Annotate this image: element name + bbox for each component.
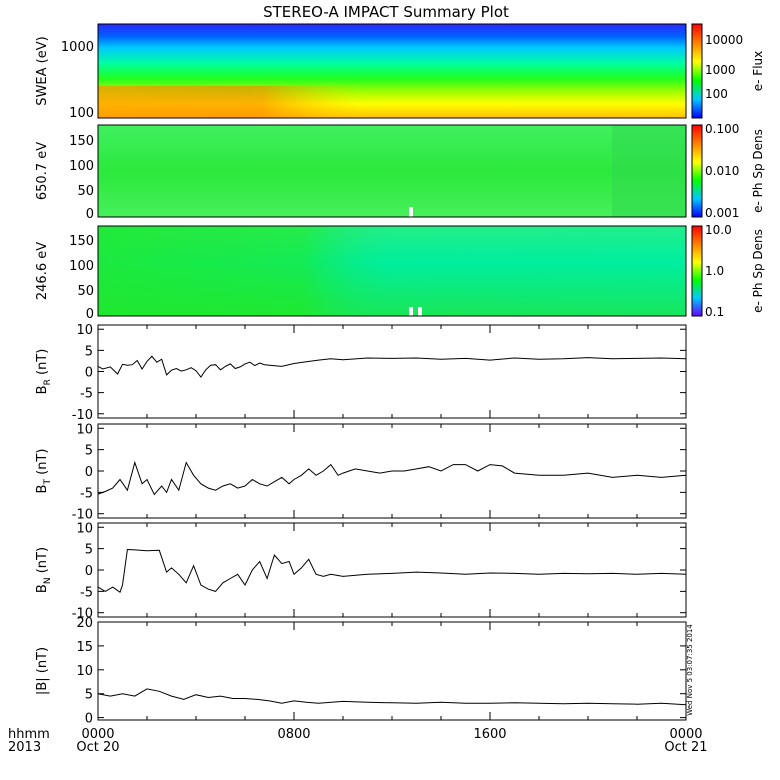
- pad246-ylabel: 246.6 eV: [35, 242, 50, 300]
- bt-ytick-label: 0: [85, 465, 93, 480]
- x-corner-label-hhmm: hhmm: [8, 727, 50, 742]
- br-ylabel: BR (nT): [35, 349, 53, 395]
- pad246-ytick-50: 50: [77, 284, 94, 299]
- pad650-cb-label: e- Ph Sp Dens: [751, 129, 765, 213]
- pad650-spectrogram: [98, 125, 686, 217]
- bn-ytick-label: 5: [85, 543, 93, 558]
- pad246-gap-2: [418, 307, 422, 316]
- bn-ytick-label: -10: [72, 607, 93, 622]
- pad650-frame: [97, 124, 687, 218]
- pad650-cb-tick-0.010: 0.010: [705, 164, 739, 178]
- pad246-frame: [97, 225, 687, 317]
- bt-ytick-label: 10: [76, 422, 93, 437]
- swea-colorbar: 10000 1000 100 e- Flux: [691, 23, 765, 119]
- bn-series-line: [97, 548, 687, 593]
- br-ytick-label: -10: [72, 408, 93, 423]
- pad246-ytick-0: 0: [86, 307, 94, 322]
- bn-ytick-label: 0: [85, 564, 93, 579]
- swea-ytick-1000: 1000: [61, 40, 94, 55]
- bmag-ytick-label: 15: [76, 640, 93, 655]
- line-panels: 10 5 0 -5 -10 BR (nT) 10 5 0 -5 -10 BT (nT) 10 5 0 -5 -1…: [35, 323, 687, 727]
- pad246-cb-tick-10.0: 10.0: [705, 223, 732, 237]
- x-corner-label-year: 2013: [8, 740, 41, 755]
- x-date-label-oct21: Oct 21: [664, 740, 707, 755]
- pad246-ytick-150: 150: [69, 234, 94, 249]
- bmag-ytick-label: 10: [76, 664, 93, 679]
- br-ytick-label: 5: [85, 344, 93, 359]
- x-date-label-oct20: Oct 20: [76, 740, 119, 755]
- bn-ytick-label: 10: [76, 521, 93, 536]
- x-tick-label-0000-start: 0000: [81, 727, 114, 742]
- bt-ylabel: BT (nT): [35, 449, 53, 494]
- swea-cb-tick-1000: 1000: [705, 63, 736, 77]
- bn-ytick-label: -5: [80, 585, 93, 600]
- swea-cb-tick-10000: 10000: [705, 33, 743, 47]
- pad246-gap-1: [409, 307, 413, 316]
- pad650-ytick-150: 150: [69, 134, 94, 149]
- pad246-cb-tick-0.1: 0.1: [705, 305, 724, 319]
- bmag-ytick-label: 5: [85, 688, 93, 703]
- panel-bmag: 20 15 10 5 0 |B| (nT): [35, 616, 687, 727]
- pad246-colorbar: 10.0 1.0 0.1 e- Ph Sp Dens: [691, 223, 765, 319]
- panel-swea: SWEA (eV) 1000 100 10000 1000 100 e- Flu…: [35, 23, 765, 121]
- panel-br: 10 5 0 -5 -10 BR (nT): [35, 323, 687, 423]
- bn-ylabel: BN (nT): [35, 547, 53, 593]
- bn-frame: [97, 522, 687, 618]
- panel-bn: 10 5 0 -5 -10 BN (nT): [35, 521, 687, 622]
- br-series-line: [97, 355, 687, 378]
- swea-ylabel: SWEA (eV): [35, 36, 50, 105]
- pad650-ytick-100: 100: [69, 159, 94, 174]
- panel-pad246: 246.6 eV 150 100 50 0 10.0 1.0 0.1 e- Ph…: [35, 223, 765, 322]
- bt-series-line: [97, 460, 687, 496]
- pad650-ytick-50: 50: [77, 184, 94, 199]
- br-ytick-label: -5: [80, 387, 93, 402]
- panel-pad650: 650.7 eV 150 100 50 0 0.100 0.010 0.001 …: [35, 122, 765, 222]
- panel-bt: 10 5 0 -5 -10 BT (nT): [35, 422, 687, 523]
- pad246-cb-tick-1.0: 1.0: [705, 264, 724, 278]
- pad246-ytick-100: 100: [69, 259, 94, 274]
- pad650-ylabel: 650.7 eV: [35, 142, 50, 200]
- swea-frame: [97, 23, 687, 119]
- x-axis: hhmm 2013 0000 Oct 20 0800 1600 0000 Oct…: [8, 727, 708, 755]
- br-ytick-label: 0: [85, 366, 93, 381]
- pad650-colorbar: 0.100 0.010 0.001 e- Ph Sp Dens: [691, 122, 765, 220]
- pad650-cb-tick-0.100: 0.100: [705, 122, 739, 136]
- bmag-ytick-label: 0: [85, 712, 93, 727]
- chart-title: STEREO-A IMPACT Summary Plot: [263, 3, 509, 21]
- pad650-dark-region: [612, 125, 686, 217]
- pad650-cb-tick-0.001: 0.001: [705, 206, 739, 220]
- bmag-ylabel: |B| (nT): [35, 647, 50, 695]
- x-tick-label-0800: 0800: [277, 727, 310, 742]
- swea-cb-tick-100: 100: [705, 87, 728, 101]
- x-tick-label-1600: 1600: [473, 727, 506, 742]
- bt-ytick-label: -10: [72, 508, 93, 523]
- swea-warm-band: [98, 86, 686, 118]
- bt-ytick-label: 5: [85, 444, 93, 459]
- x-tick-label-0000-end: 0000: [669, 727, 702, 742]
- pad246-cb-label: e- Ph Sp Dens: [751, 229, 765, 313]
- bmag-ytick-label: 20: [76, 616, 93, 631]
- pad650-ytick-0: 0: [86, 207, 94, 222]
- pad246-fade: [98, 226, 686, 316]
- bmag-series-line: [97, 688, 687, 706]
- bt-ytick-label: -5: [80, 486, 93, 501]
- bmag-frame: [97, 621, 687, 721]
- side-stamp: Wed Nov 5 03:07:35 2014: [686, 624, 694, 716]
- br-ytick-label: 10: [76, 323, 93, 338]
- swea-ytick-100: 100: [69, 106, 94, 121]
- pad650-gap: [409, 207, 413, 217]
- swea-cb-label: e- Flux: [751, 51, 765, 91]
- br-frame: [97, 324, 687, 419]
